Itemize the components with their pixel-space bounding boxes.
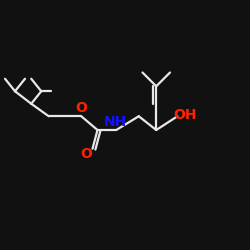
Text: OH: OH: [174, 108, 197, 122]
Text: NH: NH: [104, 115, 127, 129]
Text: O: O: [75, 101, 87, 115]
Text: O: O: [80, 147, 92, 161]
